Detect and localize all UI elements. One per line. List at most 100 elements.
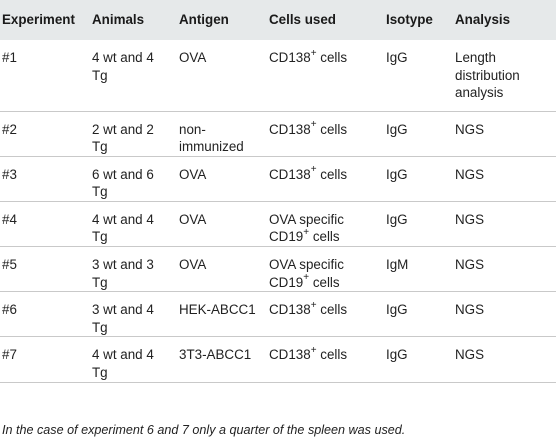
cell-isotype: IgG [386,50,408,65]
cell-marker-text: CD19 [269,229,304,245]
cell-analysis-line: NGS [455,302,485,318]
cell-animals-line: Tg [92,184,108,200]
cell-cells-used: CD138+ cells [266,291,383,337]
cell-analysis-line: NGS [455,257,485,273]
cell-antigen-line: immunized [179,139,244,155]
experiments-table: Experiment Animals Antigen Cells used Is… [0,0,556,383]
cell-animals-line: 3 wt and 4 [92,302,154,318]
cell-antigen-line: OVA [179,211,207,227]
cell-marker-suffix: cells [309,229,340,245]
cell-analysis: NGS [452,291,556,337]
header-animals: Animals [92,12,145,28]
header-row: Experiment Animals Antigen Cells used Is… [0,0,556,40]
cell-cells-line: CD138+ cells [269,345,383,364]
cell-cells-used: CD138+ cells [266,40,383,111]
cell-cells-used: CD138+ cells [266,336,383,383]
table-row: #1 4 wt and 4 Tg OVA CD138+ cells IgG Length di… [0,40,556,111]
cell-isotype: IgG [383,155,452,202]
cell-marker-suffix: cells [316,347,348,363]
cell-animals: 6 wt and 6 Tg [89,155,176,202]
cell-cells-line: CD138+ cells [269,165,383,184]
cell-analysis: NGS [452,155,556,202]
cell-analysis: Length distribution analysis [452,40,556,111]
cell-cells-used: OVA specific CD19+ cells [266,246,383,292]
cell-antigen-line: OVA [179,166,207,182]
cell-marker-superscript: + [310,299,317,311]
cell-animals: 3 wt and 3 Tg [89,246,176,292]
cell-marker-superscript: + [310,119,317,131]
cell-antigen-line: HEK-ABCC1 [179,302,256,318]
cell-marker-text: OVA specific [269,211,344,227]
cell-marker-text: OVA specific [269,257,344,273]
cell-marker-text: CD138 [269,166,311,182]
cell-cells-line: CD138+ cells [269,119,383,139]
cell-marker-suffix: cells [316,302,348,318]
header-cells-used: Cells used [269,12,336,28]
cell-animals: 4 wt and 4 Tg [89,200,176,247]
cell-marker-text: CD138 [269,50,311,65]
cell-marker-suffix: cells [316,166,348,182]
cell-animals: 4 wt and 4 Tg [89,336,176,383]
table-row: #4 4 wt and 4 Tg OVA OVA specific CD19+ cells… [0,200,556,247]
cell-analysis-line: NGS [455,347,485,363]
cell-animals-line: 2 wt and 2 [92,121,154,137]
cell-animals-line: Tg [92,274,108,290]
cell-animals-line: Tg [92,139,108,155]
cell-isotype: IgG [383,291,452,337]
cell-antigen: HEK-ABCC1 [176,291,266,337]
cell-animals: 3 wt and 4 Tg [89,291,176,337]
cell-marker-suffix: cells [309,274,340,290]
cell-analysis: NGS [452,200,556,247]
cell-antigen: OVA [176,40,266,111]
cell-antigen: 3T3-ABCC1 [176,336,266,383]
cell-animals-line: 4 wt and 4 [92,50,154,65]
header-analysis: Analysis [455,12,511,28]
cell-isotype: IgG [383,200,452,247]
cell-animals-line: Tg [92,365,108,381]
cell-antigen: OVA [176,246,266,292]
cell-analysis-line: distribution [455,67,520,83]
table-body: #1 4 wt and 4 Tg OVA CD138+ cells IgG Length di… [0,40,556,383]
cell-experiment: #2 [0,110,89,157]
cell-animals-line: 4 wt and 4 [92,347,154,363]
cell-antigen-line: non- [179,121,206,137]
cell-marker-superscript: + [303,227,310,238]
cell-antigen-line: OVA [179,50,207,65]
cell-animals-line: 6 wt and 6 [92,166,154,182]
cell-analysis: NGS [452,110,556,157]
cell-experiment: #7 [0,336,89,383]
table-row: #5 3 wt and 3 Tg OVA OVA specific CD19+ cells… [0,246,556,292]
table-header: Experiment Animals Antigen Cells used Is… [0,0,556,40]
cell-marker-suffix: cells [316,121,348,137]
cell-antigen: OVA [176,200,266,247]
cell-analysis: NGS [452,336,556,383]
cell-analysis-line: NGS [455,166,485,182]
cell-antigen-line: OVA [179,257,207,273]
cell-marker-suffix: cells [316,50,348,65]
cell-animals: 4 wt and 4 Tg [89,40,176,111]
cell-cells-line: OVA specific [269,256,383,274]
header-experiment: Experiment [2,12,75,28]
cell-animals-line: Tg [92,229,108,245]
cell-experiment: #6 [0,291,89,337]
cell-isotype: IgM [383,246,452,292]
cell-antigen: OVA [176,155,266,202]
cell-marker-text: CD138 [269,121,311,137]
table-row: #2 2 wt and 2 Tg non-immunized CD138+ cells I… [0,110,556,157]
cell-cells-line: CD138+ cells [269,48,383,67]
table-row: #3 6 wt and 6 Tg OVA CD138+ cells IgG NGS [0,155,556,202]
cell-cells-used: CD138+ cells [266,110,383,157]
table-row: #7 4 wt and 4 Tg 3T3-ABCC1 CD138+ cells IgG NG… [0,336,556,383]
header-antigen: Antigen [179,12,229,28]
cell-cells-used: OVA specific CD19+ cells [266,200,383,247]
header-isotype: Isotype [386,12,433,28]
cell-animals-line: 3 wt and 3 [92,257,154,273]
cell-analysis-line: Length [455,50,496,65]
cell-marker-text: CD19 [269,274,304,290]
cell-animals-line: Tg [92,67,108,83]
cell-analysis-line: NGS [455,121,485,137]
cell-animals: 2 wt and 2 Tg [89,110,176,157]
cell-experiment: #3 [0,155,89,202]
cell-animals-line: 4 wt and 4 [92,211,154,227]
cell-antigen: non-immunized [176,110,266,157]
